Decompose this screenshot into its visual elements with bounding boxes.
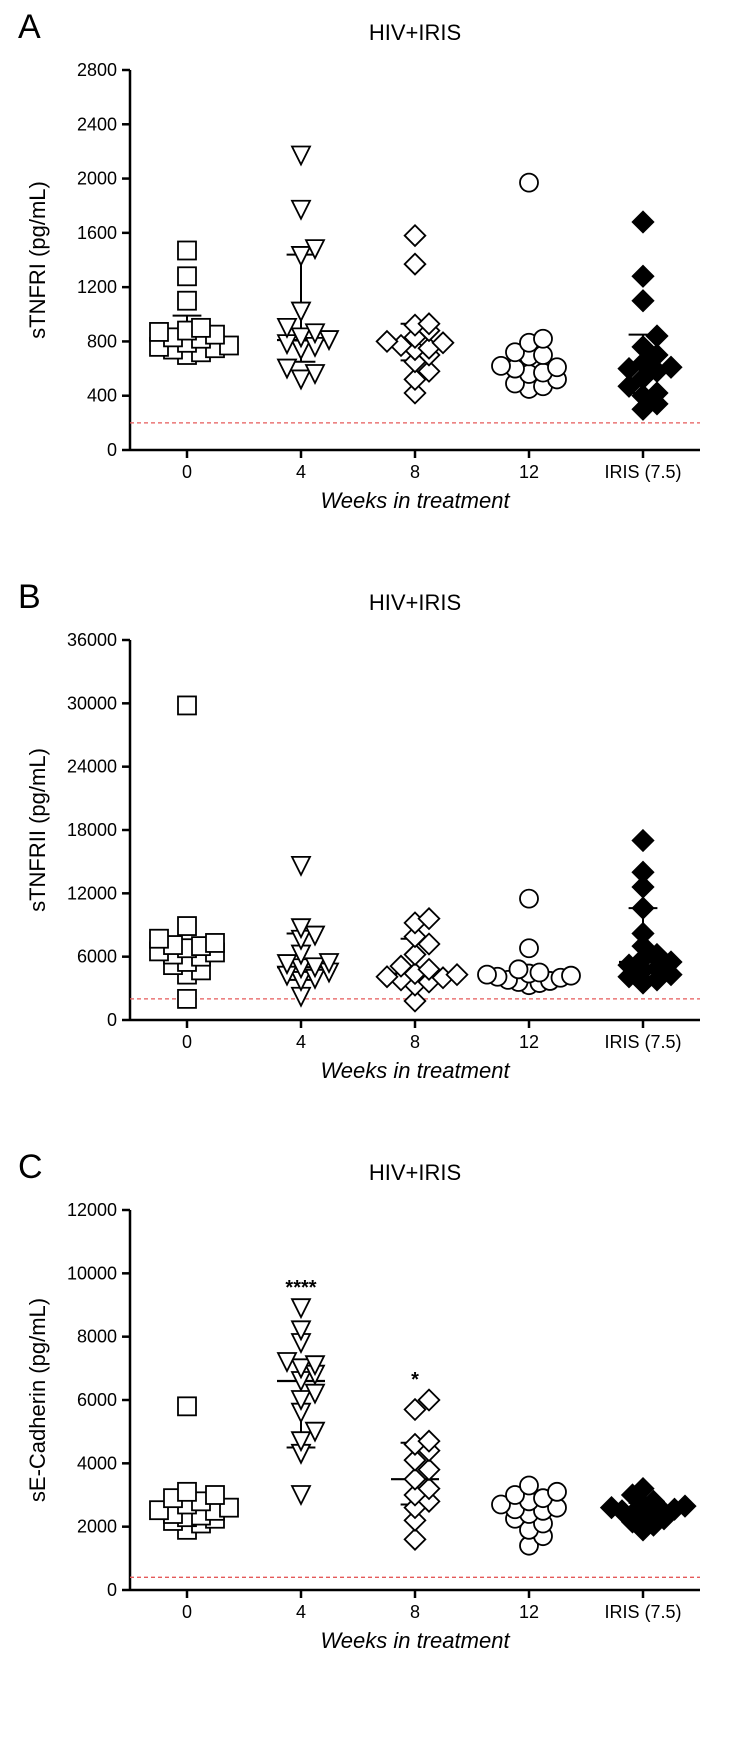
svg-text:8: 8 (410, 462, 420, 482)
svg-text:sE-Cadherin (pg/mL): sE-Cadherin (pg/mL) (25, 1298, 50, 1502)
panel-b: B HIV+IRIS 0 6000 12000 18000 24000 30000 36000… (0, 570, 749, 1140)
panel-a-svg: HIV+IRIS 0 400 800 1200 1600 2000 2400 2800 sTNFR… (0, 0, 749, 570)
panel-c: C HIV+IRIS 0 2000 4000 6000 8000 10000 12000 sE-… (0, 1140, 749, 1737)
svg-text:Weeks in treatment: Weeks in treatment (320, 1628, 510, 1653)
svg-text:8: 8 (410, 1032, 420, 1052)
svg-text:0: 0 (107, 1580, 117, 1600)
svg-text:IRIS (7.5): IRIS (7.5) (604, 1602, 681, 1622)
svg-text:4: 4 (296, 1602, 306, 1622)
svg-text:0: 0 (182, 462, 192, 482)
svg-text:IRIS (7.5): IRIS (7.5) (604, 462, 681, 482)
svg-text:HIV+IRIS: HIV+IRIS (369, 20, 461, 45)
svg-text:10000: 10000 (67, 1263, 117, 1283)
svg-text:18000: 18000 (67, 820, 117, 840)
svg-text:HIV+IRIS: HIV+IRIS (369, 1160, 461, 1185)
svg-text:12: 12 (519, 1602, 539, 1622)
svg-text:0: 0 (107, 440, 117, 460)
svg-text:1200: 1200 (77, 277, 117, 297)
svg-text:0: 0 (182, 1032, 192, 1052)
svg-text:12: 12 (519, 462, 539, 482)
svg-text:30000: 30000 (67, 693, 117, 713)
svg-text:0: 0 (107, 1010, 117, 1030)
panel-a-label: A (18, 8, 41, 47)
svg-text:8000: 8000 (77, 1327, 117, 1347)
panel-b-svg: HIV+IRIS 0 6000 12000 18000 24000 30000 36000 sT… (0, 570, 749, 1140)
svg-text:0: 0 (182, 1602, 192, 1622)
svg-text:12: 12 (519, 1032, 539, 1052)
svg-text:2000: 2000 (77, 1517, 117, 1537)
svg-text:IRIS (7.5): IRIS (7.5) (604, 1032, 681, 1052)
svg-text:36000: 36000 (67, 630, 117, 650)
svg-text:6000: 6000 (77, 1390, 117, 1410)
svg-text:24000: 24000 (67, 757, 117, 777)
svg-text:12000: 12000 (67, 883, 117, 903)
svg-text:4: 4 (296, 1032, 306, 1052)
svg-text:*: * (411, 1369, 419, 1391)
svg-text:800: 800 (87, 331, 117, 351)
svg-text:400: 400 (87, 386, 117, 406)
svg-text:Weeks in treatment: Weeks in treatment (320, 1058, 510, 1083)
svg-text:4: 4 (296, 462, 306, 482)
svg-text:1600: 1600 (77, 223, 117, 243)
panel-c-svg: HIV+IRIS 0 2000 4000 6000 8000 10000 12000 sE-Ca… (0, 1140, 749, 1737)
figure: A HIV+IRIS040080012001600200024002800sTN… (0, 0, 749, 1737)
svg-text:Weeks in treatment: Weeks in treatment (320, 488, 510, 513)
panel-b-label: B (18, 578, 41, 617)
svg-text:2800: 2800 (77, 60, 117, 80)
svg-text:6000: 6000 (77, 947, 117, 967)
panel-a: A HIV+IRIS 0 400 800 1200 1600 2000 2400 2800 sTN… (0, 0, 749, 570)
svg-text:4000: 4000 (77, 1453, 117, 1473)
svg-text:2400: 2400 (77, 114, 117, 134)
svg-text:HIV+IRIS: HIV+IRIS (369, 590, 461, 615)
svg-text:sTNFRI (pg/mL): sTNFRI (pg/mL) (25, 181, 50, 339)
panel-c-label: C (18, 1148, 43, 1187)
svg-text:8: 8 (410, 1602, 420, 1622)
svg-text:2000: 2000 (77, 169, 117, 189)
svg-text:12000: 12000 (67, 1200, 117, 1220)
svg-text:sTNFRII (pg/mL): sTNFRII (pg/mL) (25, 748, 50, 912)
svg-text:****: **** (285, 1277, 316, 1299)
